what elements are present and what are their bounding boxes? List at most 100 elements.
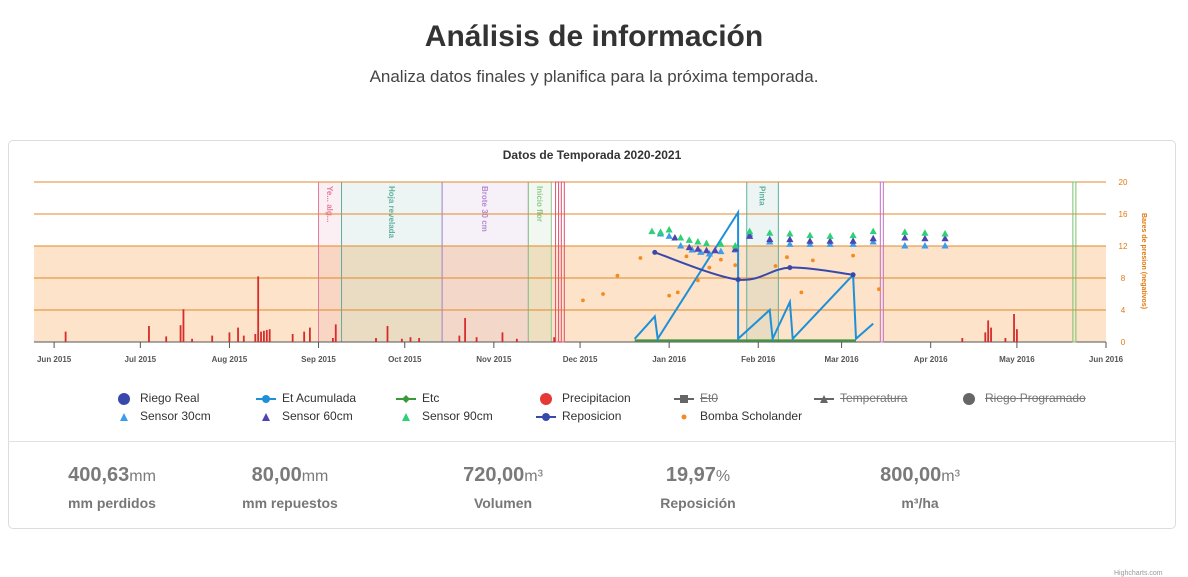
sensor-90cm-point [746,227,754,235]
stat-label: Volumen [473,495,533,511]
legend-item-reposicion[interactable]: Reposicion [536,409,621,423]
sensor-60cm-point [921,234,929,242]
legend-label: Et Acumulada [282,391,357,405]
precipitation-bar [182,309,185,342]
chart-title: Datos de Temporada 2020-2021 [503,148,682,162]
credits-link[interactable]: Highcharts.com [1114,570,1163,577]
legend-item-temperatura[interactable]: Temperatura [814,391,907,405]
legend-label: Reposicion [562,409,622,423]
bomba-scholander-point [581,298,585,303]
precipitation-bar [990,327,992,342]
sensor-30cm-point [941,242,949,249]
legend-item-sensor-90cm[interactable]: Sensor 90cm [396,409,493,423]
stats-bar: 400,63mm mm perdidos 80,00mm mm repuestos 72… [8,441,1176,529]
legend-item-sensor-60cm[interactable]: Sensor 60cm [256,409,353,423]
sensor-90cm-point [717,240,725,247]
x-tick-label: Sep 2015 [301,355,336,364]
stat-value: 80,00mm [200,464,380,487]
sensor-90cm-point [656,228,665,235]
reposicion-line [654,251,854,281]
legend-label: Etc [422,391,440,405]
x-tick-label: Jun 2016 [1089,355,1124,364]
x-tick-label: Aug 2015 [212,355,248,364]
stat-number: 720,00 [463,464,525,486]
y-tick-label: 20 [1119,178,1128,187]
sensor-90cm-point [665,226,673,233]
legend-item-sensor-30cm[interactable]: Sensor 30cm [114,409,211,423]
stat-value: 19,97% [608,464,788,487]
stat-number: 80,00 [251,464,302,486]
bomba-scholander-point [695,278,700,283]
plot-line [555,181,560,343]
page-title: Análisis de información [424,20,764,53]
legend-item-et-acumulada[interactable]: Et Acumulada [256,391,356,405]
legend-item-riego-real[interactable]: Riego Real [114,391,199,405]
sensor-30cm-point [665,232,673,239]
sensor-90cm-point [869,227,877,235]
stat-value: 400,63mm [22,464,202,487]
precipitation-bar [237,327,239,342]
sensor-60cm-point [901,234,909,241]
bomba-scholander-point [675,290,680,295]
phenology-band-label: Inicio flor [535,186,544,222]
legend-symbol-icon [674,394,694,403]
reposicion-point [850,272,856,278]
precipitation-bar [291,334,294,342]
stat-number: 800,00 [880,464,942,486]
precipitation-bar [475,337,478,342]
sensor-60cm-point [694,245,702,252]
stat-item: 80,00mm mm repuestos [200,464,380,511]
precipitation-bar [515,338,518,342]
bomba-scholander-point [601,292,605,296]
sensor-30cm-point [786,240,794,247]
precipitation-bar [961,338,964,342]
bomba-scholander-point [638,256,643,260]
precipitation-bar [418,338,421,342]
sensor-90cm-point [901,228,909,235]
precipitation-bar [334,324,337,342]
legend-item-bomba-scholander[interactable]: Bomba Scholander [674,409,802,423]
precipitation-bar [268,329,271,342]
reposicion-point [735,277,741,283]
sensor-90cm-point [921,229,929,236]
sensor-90cm-point [766,229,774,236]
precipitation-bar [400,338,403,342]
bomba-scholander-point [773,264,778,268]
precipitation-bar [257,276,260,342]
sensor-90cm-point [731,242,739,249]
sensor-90cm-point [941,230,949,237]
legend-item-precipitacion[interactable]: Precipitacion [536,391,631,405]
legend-label: Bomba Scholander [700,409,803,423]
bomba-scholander-point [733,263,738,268]
sensor-60cm-point [826,237,834,244]
sensor-90cm-point [685,236,693,243]
x-tick-label: Feb 2016 [741,355,776,364]
precipitation-bar [64,331,67,342]
y-tick-label: 8 [1121,274,1126,283]
stat-number: 400,63 [68,464,130,486]
legend-item-et0[interactable]: Et0 [674,391,718,405]
legend-symbol-icon [262,412,270,421]
x-tick-label: Jul 2015 [125,355,157,364]
phenology-band-label: Brote 30 cm [480,186,489,232]
sensor-60cm-point [869,234,877,242]
bomba-scholander-point [810,258,815,263]
sensor-60cm-point [806,237,814,244]
precipitation-bar [984,332,987,342]
phenology-band [746,181,779,343]
x-tick-label: Jun 2015 [37,355,72,364]
legend-item-riego-programado[interactable]: Riego Programado [959,391,1086,405]
stat-number: 19,97 [665,464,716,486]
x-tick-label: Dec 2015 [563,355,598,364]
legend-label: Sensor 30cm [140,409,211,423]
precipitation-bar [458,335,461,342]
y-tick-label: 0 [1121,338,1126,347]
sensor-60cm-point [766,235,774,243]
sensor-90cm-point [677,234,685,241]
legend-item-etc[interactable]: Etc [396,391,439,405]
sensor-90cm-point [702,239,711,247]
x-tick-label: Apr 2016 [914,355,948,364]
sensor-30cm-point [717,247,725,255]
precipitation-bar [386,326,389,342]
precipitation-bar [165,336,168,342]
